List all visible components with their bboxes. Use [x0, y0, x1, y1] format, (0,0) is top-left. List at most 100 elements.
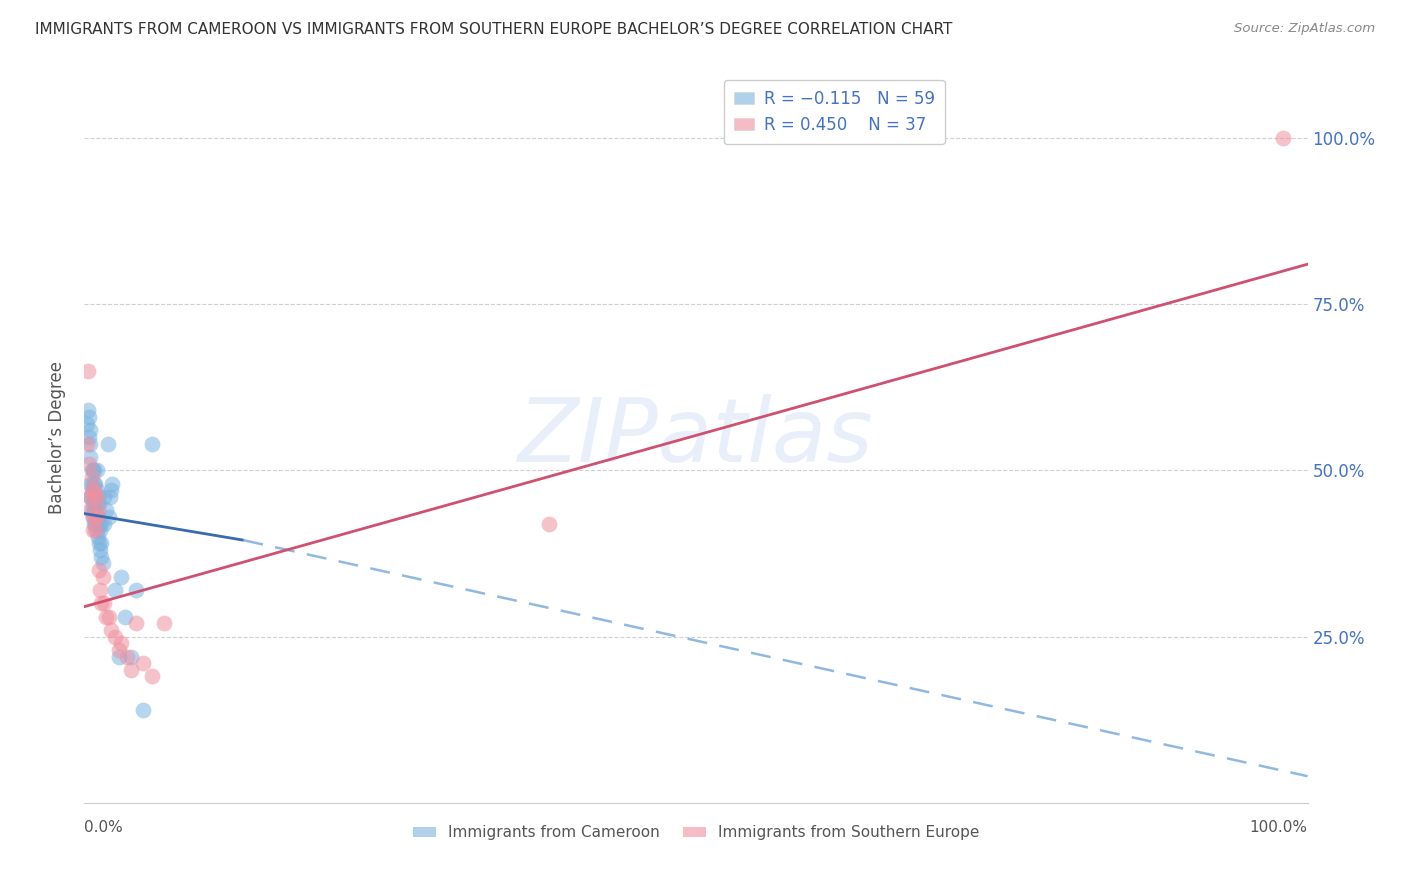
Point	[89, 543, 111, 558]
Point	[97, 609, 120, 624]
Point	[77, 410, 100, 425]
Point	[89, 523, 111, 537]
Point	[110, 570, 132, 584]
Point	[77, 430, 100, 444]
Point	[90, 549, 112, 564]
Point	[83, 490, 105, 504]
Point	[80, 490, 103, 504]
Point	[83, 490, 105, 504]
Text: 0.0%: 0.0%	[84, 820, 124, 835]
Point	[83, 483, 105, 498]
Point	[79, 436, 101, 450]
Point	[101, 476, 124, 491]
Point	[89, 582, 111, 597]
Point	[82, 483, 104, 498]
Point	[97, 436, 120, 450]
Point	[82, 497, 104, 511]
Point	[115, 649, 138, 664]
Point	[77, 403, 100, 417]
Point	[87, 536, 110, 550]
Point	[86, 490, 108, 504]
Point	[82, 509, 104, 524]
Point	[87, 563, 110, 577]
Point	[86, 463, 108, 477]
Point	[132, 703, 155, 717]
Point	[84, 490, 107, 504]
Point	[83, 503, 105, 517]
Point	[91, 570, 114, 584]
Point	[87, 516, 110, 531]
Point	[96, 609, 118, 624]
Point	[100, 483, 122, 498]
Text: ZIPatlas: ZIPatlas	[519, 394, 873, 480]
Y-axis label: Bachelor’s Degree: Bachelor’s Degree	[48, 360, 66, 514]
Text: 100.0%: 100.0%	[1250, 820, 1308, 835]
Point	[79, 424, 101, 438]
Point	[86, 509, 108, 524]
Point	[90, 596, 112, 610]
Point	[79, 490, 101, 504]
Point	[141, 436, 163, 450]
Point	[90, 516, 112, 531]
Point	[76, 436, 98, 450]
Point	[79, 490, 101, 504]
Point	[79, 503, 101, 517]
Point	[96, 503, 118, 517]
Point	[104, 582, 127, 597]
Point	[104, 630, 127, 644]
Point	[132, 656, 155, 670]
Point	[107, 643, 129, 657]
Point	[84, 516, 107, 531]
Point	[1272, 131, 1295, 145]
Point	[84, 523, 107, 537]
Point	[80, 470, 103, 484]
Point	[91, 557, 114, 571]
Point	[87, 530, 110, 544]
Text: Source: ZipAtlas.com: Source: ZipAtlas.com	[1234, 22, 1375, 36]
Point	[86, 509, 108, 524]
Point	[79, 476, 101, 491]
Point	[77, 457, 100, 471]
Point	[141, 669, 163, 683]
Point	[84, 509, 107, 524]
Point	[153, 616, 176, 631]
Point	[87, 509, 110, 524]
Point	[120, 649, 142, 664]
Point	[77, 363, 100, 377]
Point	[93, 490, 115, 504]
Point	[79, 450, 101, 464]
Point	[80, 503, 103, 517]
Point	[538, 516, 561, 531]
Point	[86, 483, 108, 498]
Point	[97, 509, 120, 524]
Point	[87, 497, 110, 511]
Point	[87, 503, 110, 517]
Point	[83, 516, 105, 531]
Point	[93, 596, 115, 610]
Point	[80, 463, 103, 477]
Point	[107, 649, 129, 664]
Point	[80, 483, 103, 498]
Point	[80, 476, 103, 491]
Point	[86, 497, 108, 511]
Point	[84, 476, 107, 491]
Point	[83, 476, 105, 491]
Point	[125, 582, 148, 597]
Point	[114, 609, 136, 624]
Point	[87, 490, 110, 504]
Point	[100, 623, 122, 637]
Legend: Immigrants from Cameroon, Immigrants from Southern Europe: Immigrants from Cameroon, Immigrants fro…	[406, 819, 986, 847]
Point	[90, 536, 112, 550]
Point	[120, 663, 142, 677]
Text: IMMIGRANTS FROM CAMEROON VS IMMIGRANTS FROM SOUTHERN EUROPE BACHELOR’S DEGREE CO: IMMIGRANTS FROM CAMEROON VS IMMIGRANTS F…	[35, 22, 952, 37]
Point	[84, 503, 107, 517]
Point	[86, 523, 108, 537]
Point	[93, 516, 115, 531]
Point	[125, 616, 148, 631]
Point	[82, 509, 104, 524]
Point	[76, 417, 98, 431]
Point	[82, 523, 104, 537]
Point	[98, 490, 121, 504]
Point	[82, 463, 104, 477]
Point	[110, 636, 132, 650]
